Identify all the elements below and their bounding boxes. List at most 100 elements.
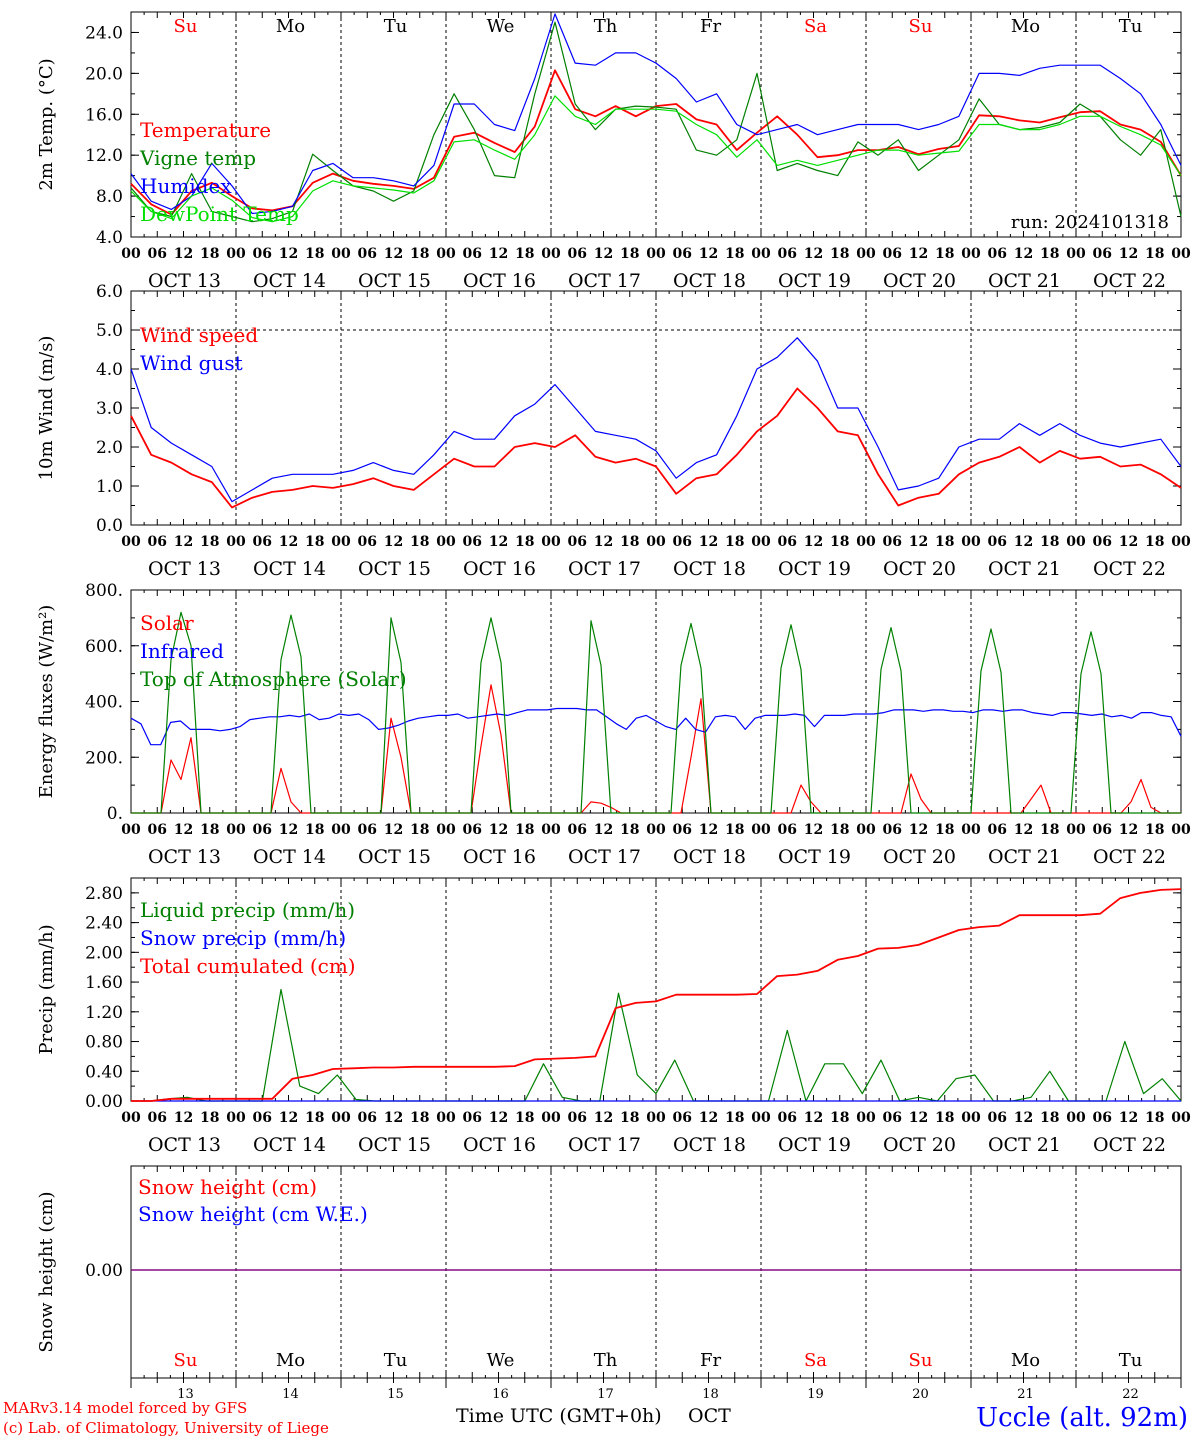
x-hour-label: 12 — [1119, 822, 1138, 838]
x-hour-label: 06 — [253, 822, 272, 838]
x-hour-label: 18 — [620, 822, 639, 838]
x-date-label: OCT 18 — [673, 270, 746, 292]
x-hour-label: 06 — [358, 1110, 377, 1126]
x-hour-label: 00 — [541, 1110, 561, 1126]
x-hour-label: 06 — [988, 246, 1007, 262]
x-hour-label: 12 — [699, 1110, 718, 1126]
x-hour-label: 18 — [410, 246, 429, 262]
x-hour-label: 06 — [988, 534, 1007, 550]
x-hour-label: 12 — [384, 534, 403, 550]
x-hour-label: 12 — [279, 534, 298, 550]
x-hour-label: 18 — [410, 534, 429, 550]
legend-entry: Liquid precip (mm/h) — [140, 898, 355, 922]
x-hour-label: 18 — [725, 1110, 744, 1126]
x-hour-label: 06 — [568, 534, 587, 550]
x-day-number: 19 — [807, 1387, 824, 1402]
x-date-label: OCT 21 — [988, 558, 1061, 580]
x-hour-label: 18 — [305, 1110, 324, 1126]
y-tick-label: 16.0 — [85, 105, 123, 125]
x-hour-label: 00 — [751, 246, 771, 262]
day-of-week-label: Sa — [804, 16, 827, 37]
x-hour-label: 06 — [1093, 822, 1112, 838]
series-line-humidex — [130, 13, 1182, 215]
x-hour-label: 06 — [988, 822, 1007, 838]
series-line-total-cumulated-cm — [131, 888, 1182, 1102]
x-hour-label: 06 — [988, 1110, 1007, 1126]
x-hour-label: 00 — [961, 1110, 981, 1126]
x-hour-label: 06 — [568, 246, 587, 262]
x-hour-label: 06 — [358, 246, 377, 262]
series-line-top-of-atmosphere-solar — [131, 611, 1181, 814]
legend-entry: Humidex — [140, 174, 232, 198]
x-date-label: OCT 21 — [988, 846, 1061, 868]
x-hour-label: 18 — [200, 822, 219, 838]
y-tick-label: 3.0 — [96, 399, 123, 419]
y-tick-label: 1.20 — [85, 1003, 123, 1023]
day-of-week-label: Mo — [276, 1350, 305, 1371]
day-of-week-label: Su — [909, 16, 933, 37]
x-hour-label: 00 — [1066, 246, 1086, 262]
legend-entry: Temperature — [140, 118, 271, 142]
x-hour-label: 00 — [1066, 534, 1086, 550]
x-hour-label: 18 — [1145, 1110, 1164, 1126]
x-hour-label: 00 — [1171, 1110, 1191, 1126]
x-hour-label: 12 — [909, 822, 928, 838]
x-date-label: OCT 22 — [1093, 1134, 1166, 1156]
x-day-number: 17 — [597, 1387, 614, 1402]
x-date-label: OCT 22 — [1093, 846, 1166, 868]
series-line-infrared — [130, 707, 1182, 746]
x-hour-label: 18 — [830, 534, 849, 550]
x-hour-label: 06 — [673, 246, 692, 262]
day-of-week-label: Tu — [384, 16, 408, 37]
x-hour-label: 06 — [253, 1110, 272, 1126]
y-tick-label: 2.80 — [85, 884, 123, 904]
x-hour-label: 00 — [226, 246, 246, 262]
x-hour-label: 06 — [463, 534, 482, 550]
x-hour-label: 06 — [1093, 1110, 1112, 1126]
x-date-label: OCT 13 — [148, 846, 221, 868]
day-of-week-label: Tu — [1119, 1350, 1143, 1371]
y-axis-label: Snow height (cm) — [36, 1191, 57, 1352]
x-hour-label: 18 — [1145, 246, 1164, 262]
x-hour-label: 18 — [620, 1110, 639, 1126]
x-hour-label: 00 — [646, 1110, 666, 1126]
x-hour-label: 12 — [279, 246, 298, 262]
x-hour-label: 12 — [174, 246, 193, 262]
x-hour-label: 18 — [725, 534, 744, 550]
day-of-week-label: Su — [174, 1350, 198, 1371]
x-date-label: OCT 14 — [253, 270, 326, 292]
x-date-label: OCT 14 — [253, 1134, 326, 1156]
x-date-label: OCT 18 — [673, 558, 746, 580]
day-of-week-label: Fr — [700, 1350, 721, 1371]
x-hour-label: 00 — [751, 534, 771, 550]
x-hour-label: 12 — [909, 1110, 928, 1126]
x-hour-label: 06 — [148, 534, 167, 550]
x-hour-label: 00 — [1171, 246, 1191, 262]
x-hour-label: 00 — [436, 1110, 456, 1126]
y-tick-label: 0.80 — [85, 1033, 123, 1053]
x-hour-label: 00 — [1066, 822, 1086, 838]
x-hour-label: 18 — [200, 246, 219, 262]
x-hour-label: 06 — [673, 822, 692, 838]
x-hour-label: 00 — [751, 822, 771, 838]
x-hour-label: 06 — [883, 822, 902, 838]
x-hour-label: 00 — [541, 246, 561, 262]
day-of-week-label: Mo — [276, 16, 305, 37]
x-hour-label: 12 — [174, 1110, 193, 1126]
y-tick-label: 6.0 — [96, 282, 123, 302]
x-hour-label: 12 — [1119, 1110, 1138, 1126]
x-date-label: OCT 18 — [673, 1134, 746, 1156]
x-hour-label: 12 — [804, 1110, 823, 1126]
x-hour-label: 00 — [1171, 534, 1191, 550]
y-tick-label: 200. — [85, 748, 123, 768]
x-date-label: OCT 18 — [673, 846, 746, 868]
x-hour-label: 06 — [358, 822, 377, 838]
legend-entry: Wind speed — [140, 323, 258, 347]
x-hour-label: 18 — [1145, 534, 1164, 550]
day-of-week-label: Su — [174, 16, 198, 37]
legend-entry: DewPoint Temp — [140, 202, 299, 226]
x-day-number: 21 — [1017, 1387, 1034, 1402]
x-hour-label: 06 — [148, 246, 167, 262]
x-hour-label: 18 — [1040, 246, 1059, 262]
x-date-label: OCT 21 — [988, 270, 1061, 292]
